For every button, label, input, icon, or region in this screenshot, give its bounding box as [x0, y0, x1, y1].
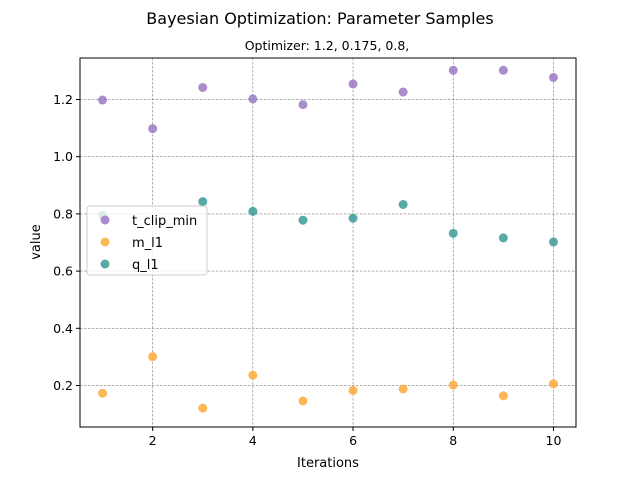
y-axis-label: value [29, 224, 44, 260]
x-tick-label: 10 [546, 433, 562, 448]
data-point-t-clip-min [398, 87, 408, 97]
data-point-t-clip-min [198, 82, 208, 92]
data-point-m-l1 [248, 370, 258, 380]
data-point-t-clip-min [98, 95, 108, 105]
x-tick-label: 8 [449, 433, 457, 448]
data-point-m-l1 [98, 388, 108, 398]
y-tick-label: 0.4 [53, 321, 73, 336]
data-point-q-l1 [198, 197, 208, 207]
data-points [98, 65, 558, 413]
x-tick-label: 2 [149, 433, 157, 448]
data-point-q-l1 [398, 199, 408, 209]
data-point-m-l1 [198, 403, 208, 413]
data-point-t-clip-min [498, 65, 508, 75]
data-point-m-l1 [448, 380, 458, 390]
data-point-m-l1 [398, 384, 408, 394]
data-point-m-l1 [298, 396, 308, 406]
data-point-m-l1 [348, 385, 358, 395]
legend: t_clip_min m_l1 q_l1 [86, 205, 208, 276]
data-point-q-l1 [348, 213, 358, 223]
data-point-q-l1 [498, 233, 508, 243]
chart-subtitle: Optimizer: 1.2, 0.175, 0.8, [245, 38, 410, 53]
data-point-t-clip-min [448, 65, 458, 75]
chart-title: Bayesian Optimization: Parameter Samples [146, 9, 493, 28]
data-point-t-clip-min [548, 72, 558, 82]
legend-label: q_l1 [132, 258, 159, 273]
legend-label: m_l1 [132, 236, 163, 251]
data-point-q-l1 [248, 206, 258, 216]
axis-ticks: 2 4 6 8 10 0.2 0.4 0.6 0.8 1.0 1.2 [53, 92, 561, 448]
x-tick-label: 4 [249, 433, 257, 448]
legend-label: t_clip_min [132, 214, 197, 229]
data-point-m-l1 [548, 379, 558, 389]
data-point-m-l1 [498, 391, 508, 401]
data-point-t-clip-min [348, 79, 358, 89]
data-point-t-clip-min [148, 124, 158, 134]
x-axis-label: Iterations [297, 456, 359, 471]
y-tick-label: 0.6 [53, 264, 73, 279]
plot-frame [79, 57, 577, 428]
data-point-m-l1 [148, 352, 158, 362]
data-point-t-clip-min [298, 100, 308, 110]
legend-marker [100, 237, 110, 247]
legend-box [86, 205, 208, 276]
data-point-q-l1 [448, 228, 458, 238]
x-tick-label: 6 [349, 433, 357, 448]
data-point-q-l1 [298, 215, 308, 225]
data-point-t-clip-min [248, 94, 258, 104]
legend-marker [100, 215, 110, 225]
y-tick-label: 0.8 [53, 206, 73, 221]
y-tick-label: 1.0 [53, 149, 73, 164]
y-tick-label: 0.2 [53, 378, 73, 393]
y-tick-label: 1.2 [53, 92, 73, 107]
legend-marker [100, 259, 110, 269]
data-point-q-l1 [548, 237, 558, 247]
